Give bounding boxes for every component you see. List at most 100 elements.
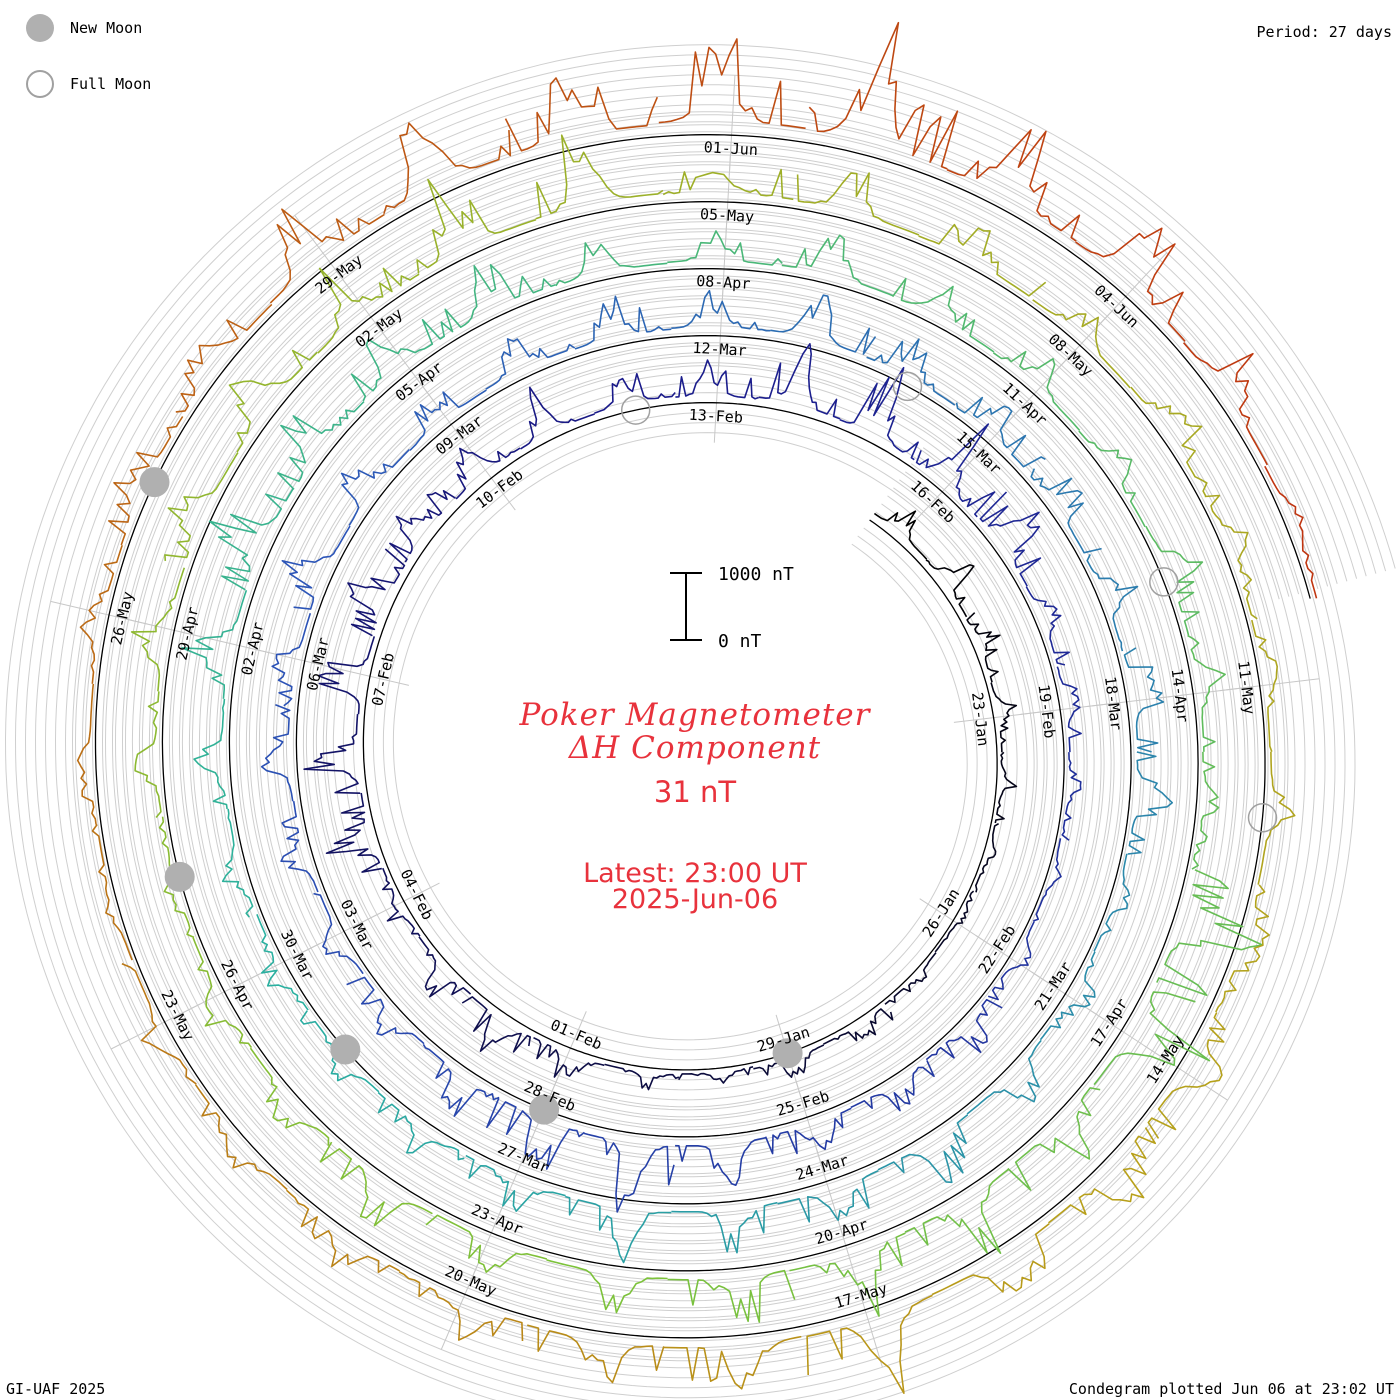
trace-segment [91,824,133,961]
trace-segment [925,559,975,618]
trace-segment [667,1269,796,1323]
spoke-lines [50,75,1320,1368]
trace-segment [228,349,318,453]
trace-segment [975,823,999,893]
date-label: 11-May [1234,660,1258,716]
trace-segment [398,1271,524,1342]
date-label: 18-Mar [1101,675,1125,731]
trace-segment [1075,227,1186,342]
trace-segment [1257,751,1296,885]
chart-title: Poker Magnetometer [519,697,871,733]
trace-segment [891,277,995,353]
trace-segment [221,808,254,918]
trace-segment [583,1132,675,1213]
grid-spiral [34,74,1367,1399]
grid-spiral [44,84,1358,1389]
trace-segment [317,636,376,715]
spoke-line [853,1271,883,1368]
date-label: 08-Apr [696,272,751,293]
trace-segment [758,343,841,420]
spoke-line [1097,252,1168,326]
date-label: 26-May [107,590,137,647]
trace-segment [175,303,273,413]
grid-spiral [74,114,1329,1359]
trace-segment [535,134,664,220]
trace-segment [1030,468,1102,554]
trace-segment [753,1044,825,1078]
legend-new-moon: New Moon [26,12,142,44]
trace-segment [850,1060,935,1112]
trace-segment [987,921,1035,1001]
trace-segment [671,1201,778,1254]
trace-segment [574,295,672,350]
trace-segment [461,996,531,1053]
trace-segment [839,366,919,461]
trace-segment [777,1169,879,1223]
grid-spiral [24,64,1377,1400]
trace-segment [1048,1127,1156,1224]
trace-segment [76,683,97,825]
trace-segment [675,359,760,400]
trace-segment [347,548,406,637]
date-label: 12-Mar [692,339,747,360]
trace-segment [770,294,877,355]
trace-segment [925,998,1003,1061]
spoke-line [1143,1045,1228,1101]
trace-segment [194,1084,288,1191]
new-moon-marker [164,861,195,892]
trace-segment [319,1141,433,1227]
trace-segment [269,208,385,304]
baseline-spiral [94,134,1311,1339]
trace-segment [1061,752,1082,841]
trace-segment [594,373,676,414]
date-label: 21-Mar [1031,958,1076,1013]
trace-segment [422,1043,500,1117]
trace-segment [260,703,294,802]
trace-segment [533,1036,605,1078]
trace-segment [130,567,186,692]
trace-segment [796,172,920,236]
trace-segment [504,77,659,152]
grid-spiral [124,164,1280,1309]
scale-bar: 1000 nT 0 nT [670,564,794,652]
trace-segment [249,1047,330,1146]
trace-segment [946,129,1081,242]
trace-segment [904,1168,1009,1254]
trace-segment [675,1136,766,1186]
trace-segment [1264,465,1318,599]
grid-spiral [14,54,1387,1400]
trace-segment [915,423,996,518]
trace-segment [873,510,928,560]
period-label: Period: 27 days [1256,23,1392,41]
plotted-timestamp: Condegram plotted Jun 06 at 23:02 UT [1068,1380,1394,1398]
date-label: 13-Feb [688,406,743,427]
trace-segment [994,751,1018,824]
trace-segment [121,963,197,1085]
trace-segment [108,416,184,546]
trace-segment [1093,853,1131,952]
trace-segment [789,1232,906,1317]
trace-segment [409,389,487,451]
trace-segment [465,1154,566,1212]
date-label: 19-Feb [1035,683,1059,739]
trace-segment [1127,751,1173,855]
trace-segment [667,230,783,266]
trace-segment [555,242,668,287]
trace-segment [546,1259,668,1314]
trace-segment [1086,554,1139,652]
scale-bar-top-label: 1000 nT [718,564,794,585]
new-moon-marker [772,1038,803,1069]
trace-segment [346,976,425,1045]
trace-segment [764,1107,852,1155]
trace-segment [340,449,410,526]
spiral-grid [4,44,1396,1400]
trace-segment [280,800,319,893]
trace-segment [382,867,421,937]
trace-segment [931,1223,1050,1296]
trace-segment [662,168,794,201]
date-label: 17-Apr [1087,995,1132,1050]
date-label: 14-Apr [1168,667,1192,723]
trace-segment [485,338,576,390]
trace-segment [444,264,556,333]
